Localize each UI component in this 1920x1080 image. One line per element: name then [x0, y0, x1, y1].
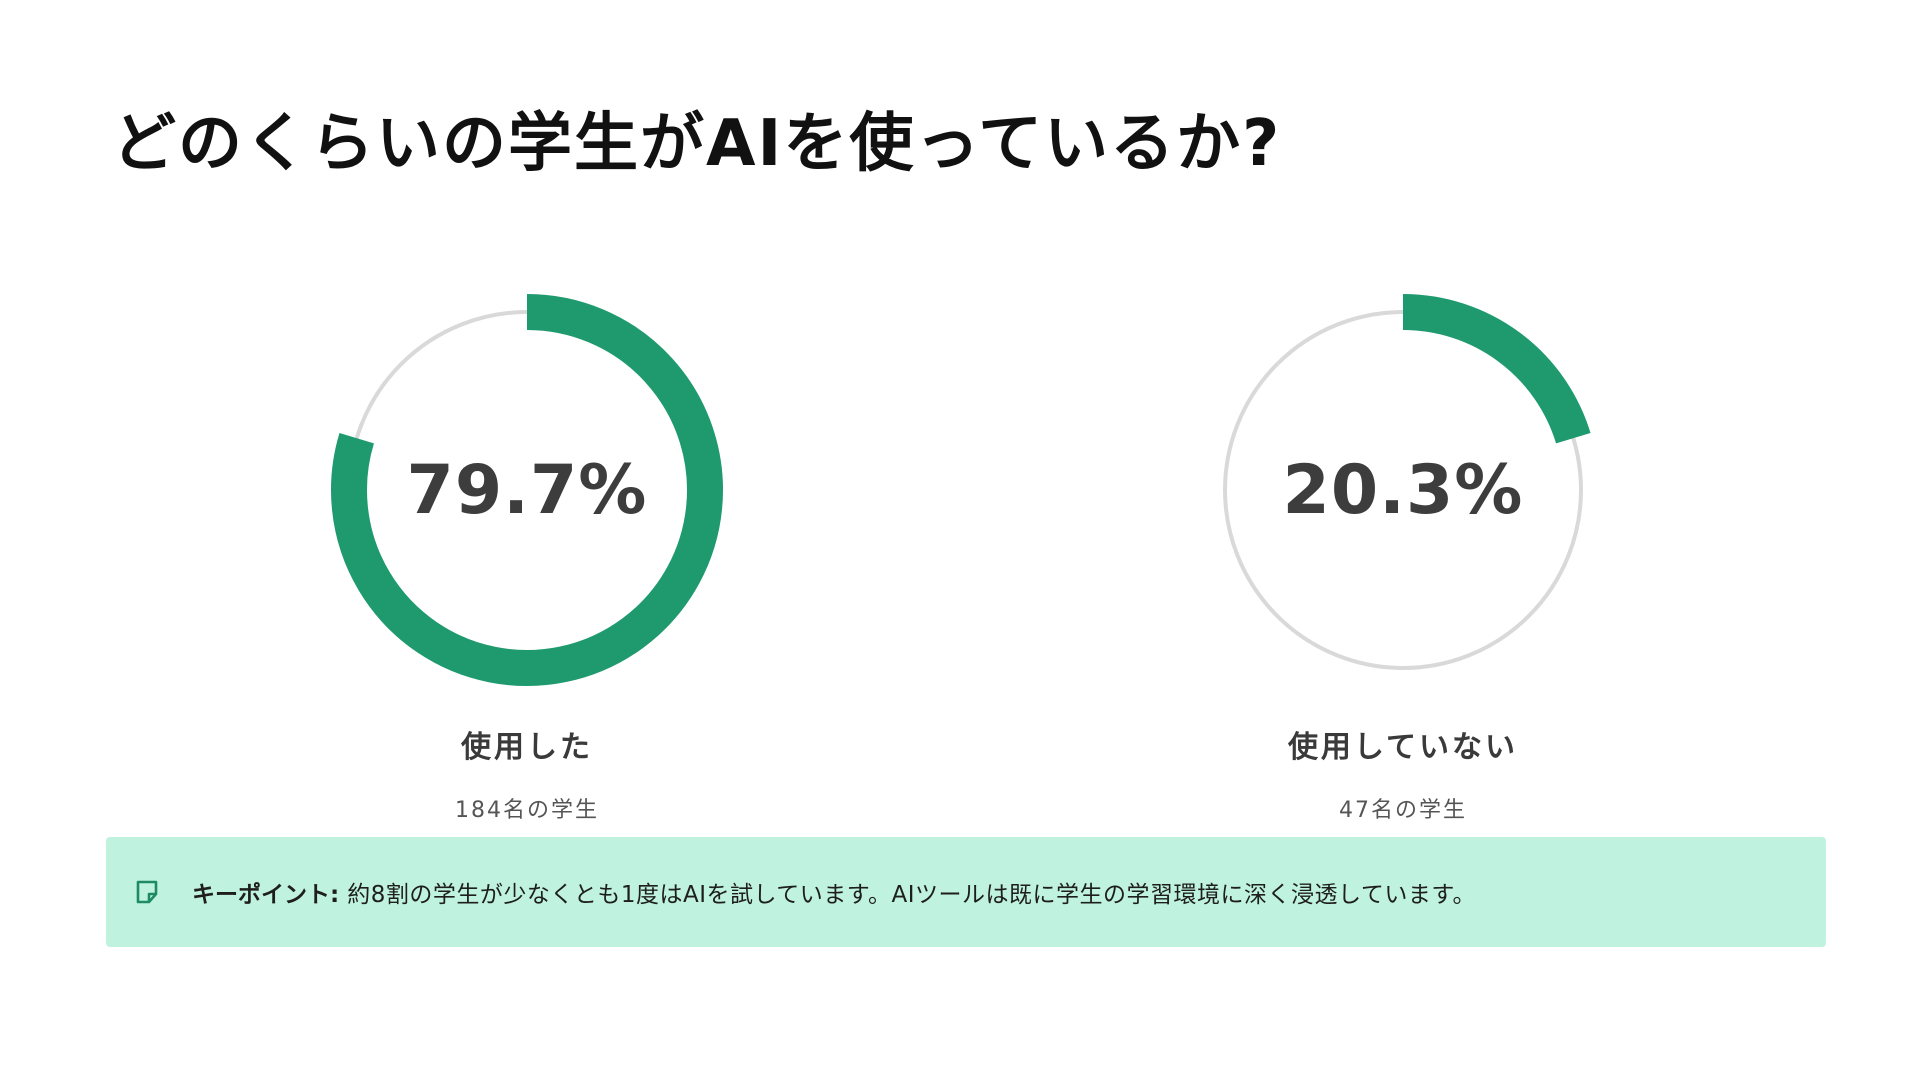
count-label: 47名の学生 — [1339, 798, 1467, 823]
keypoint-label: キーポイント: — [192, 882, 340, 908]
donut-svg-used — [331, 294, 723, 686]
keypoint-callout: キーポイント: 約8割の学生が少なくとも1度はAIを試しています。AIツールは既… — [106, 837, 1826, 947]
percentage-label: 20.3% — [1282, 450, 1524, 530]
page-title: どのくらいの学生がAIを使っているか? — [112, 107, 1282, 181]
category-label: 使用した — [461, 730, 593, 765]
keypoint-text: 約8割の学生が少なくとも1度はAIを試しています。AIツールは既に学生の学習環境… — [347, 882, 1477, 908]
count-label: 184名の学生 — [455, 798, 599, 823]
donut-arc-used — [331, 294, 723, 686]
donut-chart-used: 79.7% 使用した 184名の学生 — [307, 270, 747, 824]
category-label: 使用していない — [1287, 730, 1519, 765]
note-icon — [136, 880, 158, 904]
percentage-label: 79.7% — [406, 450, 648, 530]
donut-svg-not-used — [1223, 294, 1591, 670]
donut-arc-not-used — [1402, 294, 1591, 444]
donut-chart-not-used: 20.3% 使用していない 47名の学生 — [1183, 270, 1623, 824]
